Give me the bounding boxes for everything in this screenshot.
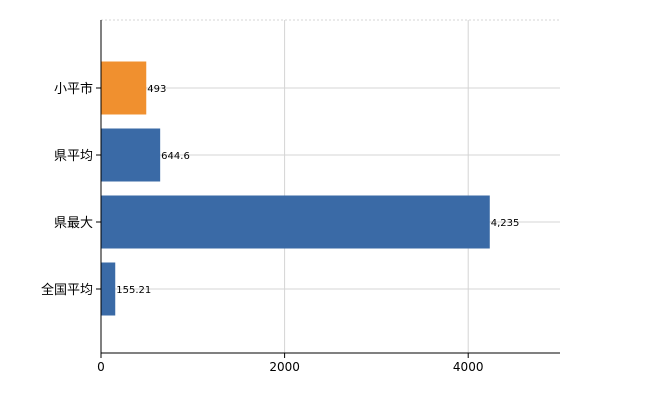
category-label: 全国平均: [41, 282, 93, 298]
bar-0: [101, 61, 147, 115]
axes: [96, 20, 560, 358]
x-tick-label: 4000: [453, 360, 484, 374]
data-label: 4,235: [491, 218, 520, 229]
data-label: 493: [147, 84, 166, 95]
category-label: 小平市: [54, 81, 93, 97]
category-label: 県平均: [54, 149, 93, 164]
bar-2: [101, 195, 490, 249]
data-label: 644.6: [161, 151, 190, 162]
bars: [101, 61, 490, 316]
x-tick-label: 2000: [269, 360, 300, 374]
bar-3: [101, 262, 116, 316]
gridlines: [101, 19, 560, 353]
category-label: 県最大: [54, 216, 93, 231]
labels: 0 2000 4000 小平市 493 県平均 644.6 県最大 4,235 全国平均 155.2…: [41, 81, 519, 374]
data-label: 155.21: [116, 285, 151, 296]
bar-1: [101, 128, 161, 182]
x-tick-label: 0: [97, 360, 105, 374]
